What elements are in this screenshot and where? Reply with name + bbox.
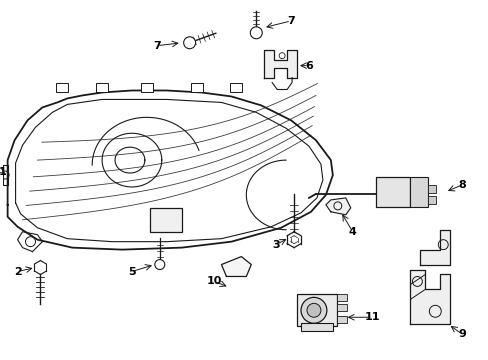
Circle shape	[155, 260, 164, 270]
Circle shape	[301, 297, 326, 323]
Polygon shape	[264, 50, 296, 77]
Bar	[336, 304, 346, 311]
Polygon shape	[325, 198, 350, 215]
Circle shape	[306, 303, 320, 317]
Bar	[336, 294, 346, 301]
Text: 2: 2	[14, 266, 21, 276]
Text: 11: 11	[364, 312, 380, 322]
Text: 7: 7	[153, 41, 161, 51]
Text: 6: 6	[305, 60, 312, 71]
Bar	[141, 82, 153, 93]
Text: 9: 9	[457, 329, 465, 339]
Polygon shape	[420, 230, 449, 265]
Bar	[190, 82, 202, 93]
Bar	[336, 316, 346, 323]
Bar	[96, 82, 108, 93]
Circle shape	[250, 27, 262, 39]
Text: 3: 3	[272, 240, 280, 249]
Circle shape	[183, 37, 195, 49]
Bar	[375, 177, 409, 207]
Text: 5: 5	[128, 266, 136, 276]
Text: 7: 7	[286, 16, 294, 26]
Bar	[296, 294, 336, 326]
Polygon shape	[409, 270, 449, 324]
Text: 10: 10	[206, 276, 222, 287]
Bar	[301, 323, 332, 331]
Text: 1: 1	[0, 167, 6, 177]
Bar	[149, 208, 182, 232]
Text: 8: 8	[457, 180, 465, 190]
Text: 4: 4	[348, 227, 356, 237]
Bar	[427, 185, 435, 193]
Bar	[230, 82, 242, 93]
Bar	[427, 196, 435, 204]
Bar	[409, 177, 427, 207]
Bar	[56, 82, 68, 93]
Polygon shape	[221, 257, 251, 276]
